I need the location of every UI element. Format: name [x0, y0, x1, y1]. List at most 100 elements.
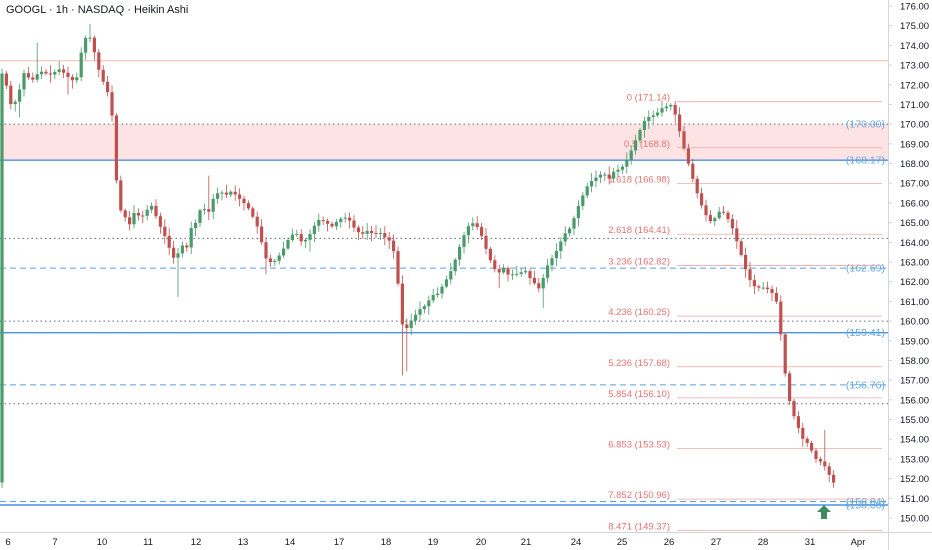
candle-body — [814, 450, 818, 460]
x-tick-label: 27 — [711, 537, 722, 548]
candle-body — [792, 401, 796, 417]
candle-body — [374, 232, 378, 234]
candle-body — [233, 191, 237, 195]
resistance-zone-fill — [0, 124, 888, 161]
fib-label: 5.854 (156.10) — [608, 389, 670, 400]
x-tick-label: 18 — [381, 537, 392, 548]
candle-body — [229, 191, 233, 195]
candle-body — [519, 272, 523, 274]
y-tick-label: 167.00 — [900, 179, 929, 190]
y-tick-label: 153.00 — [900, 454, 929, 465]
candle-body — [326, 220, 330, 224]
candle-body — [176, 253, 180, 258]
y-tick-label: 175.00 — [900, 21, 929, 32]
candle-body — [810, 442, 814, 451]
candles — [0, 23, 836, 488]
candle-body — [735, 228, 739, 242]
candle-body — [664, 106, 668, 109]
candle-body — [603, 174, 607, 176]
level-label: (156.76) — [846, 379, 885, 391]
time-axis[interactable]: 6 7 10 11 12 13 14 17 18 19 20 21 24 25 26 27 28 31 Apr — [0, 532, 932, 549]
candle-body — [422, 306, 426, 310]
x-tick-label: 12 — [191, 537, 202, 548]
candle-body — [211, 198, 215, 212]
candle-body — [462, 235, 466, 247]
x-tick-label: 10 — [97, 537, 108, 548]
candle-body — [466, 226, 470, 236]
candle-body — [744, 255, 748, 270]
candle-body — [154, 205, 158, 217]
candle-body — [396, 251, 400, 284]
candle-body — [704, 205, 708, 216]
candle-body — [238, 194, 242, 199]
candle-body — [378, 233, 382, 235]
candle-body — [31, 77, 35, 80]
candle-body — [796, 416, 800, 428]
candle-body — [436, 293, 440, 296]
candle-body — [766, 287, 770, 290]
candle-body — [528, 271, 532, 278]
candle-body — [321, 219, 325, 221]
candle-body — [22, 73, 26, 90]
candle-body — [695, 178, 699, 194]
x-tick-label: 7 — [52, 537, 57, 548]
candle-body — [493, 260, 497, 270]
candle-body — [387, 237, 391, 241]
candle-body — [563, 233, 567, 242]
x-tick-label: 13 — [238, 537, 249, 548]
candle-body — [546, 265, 550, 278]
candle-body — [700, 193, 704, 206]
candle-body — [484, 235, 488, 249]
fib-label: 5.236 (157.68) — [608, 358, 670, 369]
fib-label: 4.236 (160.25) — [608, 307, 670, 318]
candle-body — [458, 246, 462, 260]
y-tick-label: 173.00 — [900, 61, 929, 72]
candle-body — [510, 274, 514, 276]
candle-body — [141, 215, 145, 217]
candle-body — [264, 242, 268, 259]
candle-body — [167, 236, 171, 248]
candle-body — [246, 203, 250, 209]
candle-body — [172, 247, 176, 258]
candle-body — [568, 228, 572, 234]
candle-body — [163, 226, 167, 237]
candle-body — [70, 77, 74, 81]
candle-body — [260, 226, 264, 243]
candle-body — [35, 74, 39, 80]
x-tick-label: 24 — [571, 537, 582, 548]
candle-body — [299, 234, 303, 242]
candle-body — [471, 223, 475, 227]
resistance-zone — [0, 124, 888, 161]
candle-body — [44, 71, 48, 74]
y-tick-label: 168.00 — [900, 159, 929, 170]
candle-body — [576, 205, 580, 219]
candle-body — [634, 140, 638, 151]
fib-label: 7.852 (150.96) — [608, 490, 670, 501]
price-axis[interactable]: 150.00 151.00 152.00 153.00 154.00 155.00 156.… — [888, 0, 929, 550]
y-tick-label: 170.00 — [900, 120, 929, 131]
candle-body — [748, 269, 752, 281]
candle-body — [356, 227, 360, 233]
candle-body — [66, 72, 70, 78]
candle-body — [180, 245, 184, 254]
candle-body — [53, 71, 57, 75]
candle-body — [620, 166, 624, 170]
x-tick-label: 17 — [334, 537, 345, 548]
candle-body — [832, 474, 836, 483]
candle-body — [409, 320, 413, 328]
candle-body — [581, 195, 585, 206]
candle-body — [418, 309, 422, 315]
candle-body — [739, 241, 743, 256]
candle-body — [554, 250, 558, 259]
candle-body — [150, 205, 154, 210]
candle-body — [339, 218, 343, 223]
candle-body — [352, 220, 356, 228]
y-tick-label: 151.00 — [900, 494, 929, 505]
candle-body — [9, 85, 13, 105]
x-tick-label: 11 — [143, 537, 153, 548]
candle-body — [330, 223, 334, 227]
candle-body — [128, 217, 132, 225]
candle-body — [572, 218, 576, 229]
candle-body — [761, 287, 765, 289]
